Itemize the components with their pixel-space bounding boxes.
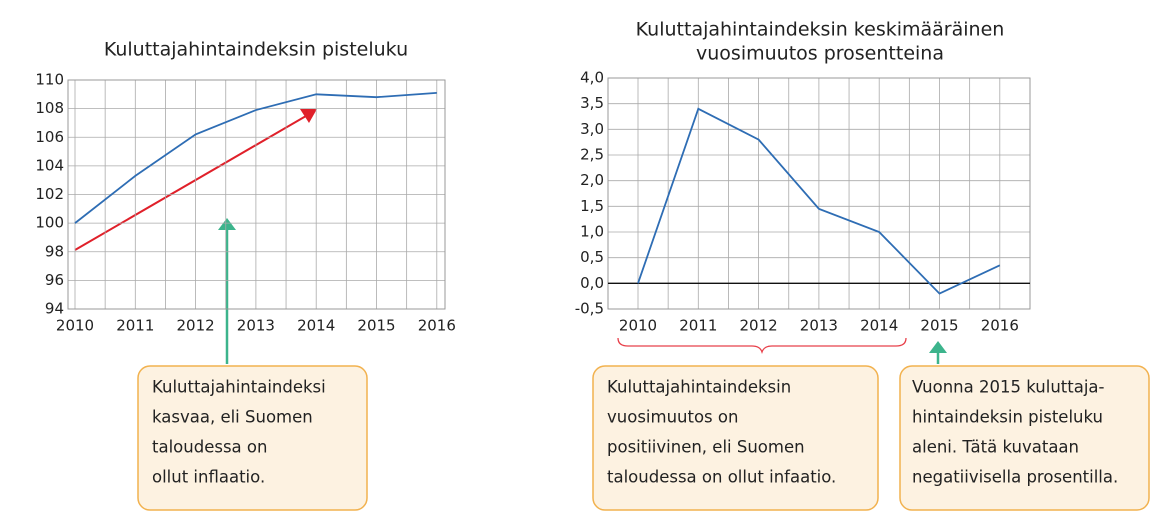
annotation-text: vuosimuutos on xyxy=(607,408,738,427)
y-tick-label: 96 xyxy=(45,271,64,289)
x-tick-label: 2014 xyxy=(297,317,335,335)
x-tick-label: 2012 xyxy=(740,317,778,335)
y-tick-label: 1,0 xyxy=(580,223,604,241)
annotation-text: kasvaa, eli Suomen xyxy=(152,408,313,427)
x-tick-label: 2011 xyxy=(116,317,154,335)
x-tick-label: 2013 xyxy=(800,317,838,335)
chart-title: Kuluttajahintaindeksin keskimääräinen xyxy=(636,19,1005,41)
annotation-box xyxy=(137,365,368,511)
x-tick-label: 2011 xyxy=(679,317,717,335)
annotation-text: Vuonna 2015 kuluttaja- xyxy=(912,378,1105,397)
data-line xyxy=(74,91,437,224)
annotation-text: negatiivisella prosentilla. xyxy=(912,468,1118,487)
trend-arrow xyxy=(74,115,307,251)
annotation-text: hintaindeksin pisteluku xyxy=(912,408,1103,427)
y-tick-label: 0,5 xyxy=(580,248,604,266)
x-tick-label: 2014 xyxy=(860,317,898,335)
y-tick-label: 94 xyxy=(45,300,64,318)
y-tick-label: 2,0 xyxy=(580,171,604,189)
plot-frame xyxy=(67,79,446,310)
pointer-arrowhead xyxy=(218,218,236,230)
annotation-text: Kuluttajahintaindeksin xyxy=(607,378,791,397)
x-tick-label: 2015 xyxy=(920,317,958,335)
x-tick-label: 2012 xyxy=(177,317,215,335)
annotation-text: Kuluttajahintaindeksi xyxy=(152,378,326,397)
data-line xyxy=(637,107,1001,295)
pointer-arrowhead xyxy=(929,341,947,353)
y-tick-label: 100 xyxy=(35,214,64,232)
brace xyxy=(617,337,907,355)
y-tick-label: 3,5 xyxy=(580,94,604,112)
annotation-box xyxy=(592,365,879,511)
y-tick-label: 1,5 xyxy=(580,197,604,215)
annotation-box xyxy=(899,365,1150,511)
y-tick-label: 108 xyxy=(35,99,64,117)
x-tick-label: 2016 xyxy=(418,317,456,335)
annotation-text: ollut inflaatio. xyxy=(152,468,265,487)
y-tick-label: 104 xyxy=(35,156,64,174)
x-tick-label: 2010 xyxy=(56,317,94,335)
y-tick-label: 2,5 xyxy=(580,146,604,164)
y-tick-label: 0,0 xyxy=(580,274,604,292)
x-tick-label: 2010 xyxy=(619,317,657,335)
y-tick-label: 102 xyxy=(35,185,64,203)
annotation-text: taloudessa on ollut infaatio. xyxy=(607,468,836,487)
x-tick-label: 2015 xyxy=(357,317,395,335)
y-tick-label: 110 xyxy=(35,71,64,89)
annotation-text: taloudessa on xyxy=(152,438,267,457)
chart-title: Kuluttajahintaindeksin pisteluku xyxy=(104,39,408,61)
y-tick-label: 4,0 xyxy=(580,69,604,87)
chart-title: vuosimuutos prosentteina xyxy=(696,43,944,65)
plot-frame xyxy=(607,77,1031,310)
annotation-text: positiivinen, eli Suomen xyxy=(607,438,805,457)
annotation-text: aleni. Tätä kuvataan xyxy=(912,438,1079,457)
x-tick-label: 2016 xyxy=(981,317,1019,335)
y-tick-label: -0,5 xyxy=(575,300,604,318)
trend-arrowhead xyxy=(300,109,317,123)
y-tick-label: 3,0 xyxy=(580,120,604,138)
y-tick-label: 98 xyxy=(45,242,64,260)
y-tick-label: 106 xyxy=(35,128,64,146)
x-tick-label: 2013 xyxy=(237,317,275,335)
